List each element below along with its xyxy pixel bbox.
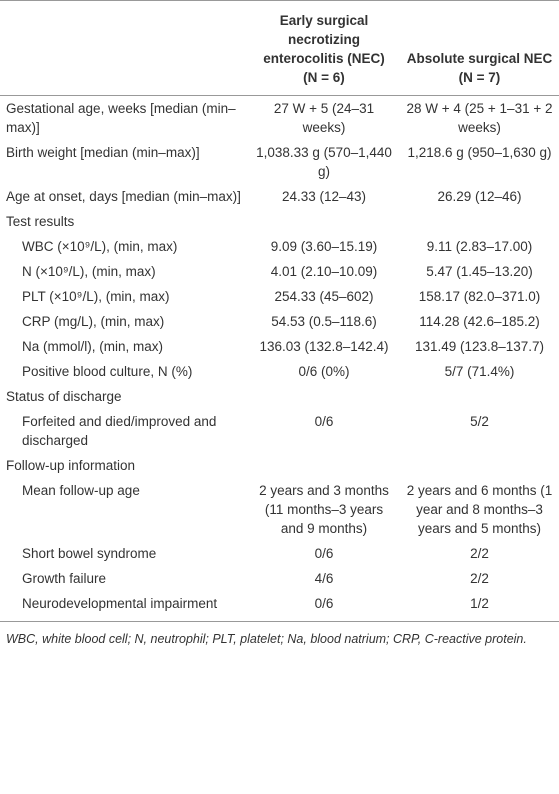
cell-value: 9.09 (3.60–15.19) — [270, 239, 378, 254]
table-row: PLT (×10⁹/L), (min, max) 254.33 (45–602) 1… — [0, 284, 559, 309]
row-label: Positive blood culture, N (%) — [22, 364, 193, 379]
group-n: (N = 6) — [303, 70, 345, 85]
cell-value: 131.49 (123.8–137.7) — [414, 339, 545, 354]
cell-value: 1/2 — [470, 596, 489, 611]
cell-value: 136.03 (132.8–142.4) — [259, 339, 389, 354]
table-row: Birth weight [median (min–max)] 1,038.33 … — [0, 140, 559, 184]
group-name: Absolute surgical NEC — [406, 51, 553, 66]
cell-value: 2/2 — [470, 571, 489, 586]
cell-value: 254.33 (45–602) — [274, 289, 374, 304]
cell-value: 1,038.33 g (570–1,440 g) — [256, 145, 392, 179]
row-label: Gestational age, weeks [median (min–max)… — [6, 101, 236, 135]
cell-value: 4.01 (2.10–10.09) — [270, 264, 378, 279]
table-row: Age at onset, days [median (min–max)] 24.… — [0, 184, 559, 209]
row-label: Birth weight [median (min–max)] — [6, 145, 200, 160]
section-title: Status of discharge — [6, 389, 122, 404]
row-label: N (×10⁹/L), (min, max) — [22, 264, 156, 279]
cell-value: 158.17 (82.0–371.0) — [418, 289, 541, 304]
header-cell: Absolute surgical NEC (N = 7) — [400, 0, 559, 96]
table-row: Growth failure 4/6 2/2 — [0, 566, 559, 591]
row-label: Na (mmol/l), (min, max) — [22, 339, 163, 354]
table-row: Positive blood culture, N (%) 0/6 (0%) 5/7… — [0, 359, 559, 384]
header-blank — [0, 0, 248, 96]
row-label: WBC (×10⁹/L), (min, max) — [22, 239, 178, 254]
row-label: PLT (×10⁹/L), (min, max) — [22, 289, 170, 304]
header-row: Early surgical necrotizing enterocolitis… — [0, 0, 559, 96]
cell-value: 0/6 (0%) — [298, 364, 350, 379]
table-row: Neurodevelopmental impairment 0/6 1/2 — [0, 591, 559, 622]
group-n: (N = 7) — [458, 70, 501, 85]
cell-value: 0/6 — [314, 596, 334, 611]
cell-value: 54.53 (0.5–118.6) — [271, 314, 377, 329]
cell-value: 26.29 (12–46) — [437, 189, 522, 204]
cell-value: 5/2 — [470, 414, 489, 429]
table-row: Gestational age, weeks [median (min–max)… — [0, 96, 559, 141]
section-row: Test results — [0, 209, 559, 234]
section-title: Test results — [6, 214, 75, 229]
cell-value: 5/7 (71.4%) — [444, 364, 515, 379]
table-row: Forfeited and died/improved and discharg… — [0, 409, 559, 453]
cell-value: 1,218.6 g (950–1,630 g) — [407, 145, 552, 160]
table-row: WBC (×10⁹/L), (min, max) 9.09 (3.60–15.19… — [0, 234, 559, 259]
table-row: Short bowel syndrome 0/6 2/2 — [0, 541, 559, 566]
row-label: Forfeited and died/improved and discharg… — [22, 414, 217, 448]
row-label: Mean follow-up age — [22, 483, 140, 498]
row-label: Short bowel syndrome — [22, 546, 157, 561]
table-row: Mean follow-up age 2 years and 3 months (… — [0, 478, 559, 541]
cell-value: 2 years and 6 months (1 year and 8 month… — [406, 483, 553, 536]
row-label: CRP (mg/L), (min, max) — [22, 314, 165, 329]
row-label: Age at onset, days [median (min–max)] — [6, 189, 241, 204]
cell-value: 4/6 — [314, 571, 334, 586]
table-row: N (×10⁹/L), (min, max) 4.01 (2.10–10.09) 5… — [0, 259, 559, 284]
cell-value: 2 years and 3 months (11 months–3 years … — [259, 483, 389, 536]
footnote: WBC, white blood cell; N, neutrophil; PL… — [6, 632, 527, 646]
table-header: Early surgical necrotizing enterocolitis… — [0, 0, 559, 96]
cell-value: 0/6 — [314, 414, 334, 429]
table-body: Gestational age, weeks [median (min–max)… — [0, 96, 559, 622]
cell-value: 9.11 (2.83–17.00) — [426, 239, 533, 254]
section-title: Follow-up information — [6, 458, 136, 473]
row-label: Growth failure — [22, 571, 107, 586]
section-row: Follow-up information — [0, 453, 559, 478]
cell-value: 114.28 (42.6–185.2) — [419, 314, 540, 329]
data-table: Early surgical necrotizing enterocolitis… — [0, 0, 559, 622]
cell-value: 0/6 — [314, 546, 334, 561]
cell-value: 24.33 (12–43) — [281, 189, 367, 204]
group-name: Early surgical necrotizing enterocolitis… — [263, 13, 385, 66]
header-cell: Early surgical necrotizing enterocolitis… — [248, 0, 400, 96]
row-label: Neurodevelopmental impairment — [22, 596, 218, 611]
cell-value: 2/2 — [470, 546, 489, 561]
table-row: CRP (mg/L), (min, max) 54.53 (0.5–118.6) 1… — [0, 309, 559, 334]
cell-value: 28 W + 4 (25 + 1–31 + 2 weeks) — [406, 101, 553, 135]
table-row: Na (mmol/l), (min, max) 136.03 (132.8–142… — [0, 334, 559, 359]
cell-value: 27 W + 5 (24–31 weeks) — [273, 101, 375, 135]
section-row: Status of discharge — [0, 384, 559, 409]
cell-value: 5.47 (1.45–13.20) — [426, 264, 533, 279]
